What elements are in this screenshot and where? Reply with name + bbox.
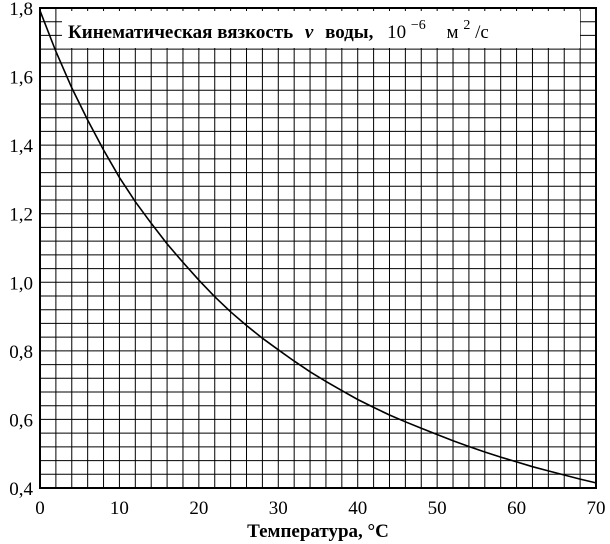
viscosity-curve: [39, 10, 597, 484]
title-after-symbol: воды,: [325, 22, 374, 43]
y-tick-label: 1,4: [9, 136, 33, 157]
x-tick-label: 10: [110, 498, 129, 519]
plot-frame: [39, 7, 597, 489]
title-symbol: ν: [305, 22, 314, 43]
y-tick-label: 0,8: [9, 342, 33, 363]
x-tick-labels: 0 10 20 30 40 50 60 70: [35, 498, 605, 519]
y-tick-labels: 0,4 0,6 0,8 1,0 1,2 1,4 1,6 1,8: [9, 0, 33, 500]
x-tick-label: 70: [587, 498, 606, 519]
viscosity-series-line: [39, 10, 597, 484]
y-tick-label: 1,0: [9, 273, 33, 294]
y-tick-label: 1,8: [9, 0, 33, 20]
x-tick-label: 20: [189, 498, 208, 519]
x-tick-label: 0: [35, 498, 45, 519]
x-tick-label: 30: [269, 498, 288, 519]
title-factor-base: 10: [387, 22, 406, 43]
title-main: Кинематическая вязкость: [68, 22, 293, 43]
title-background: [62, 11, 580, 48]
title-factor-exp: −6: [411, 18, 426, 33]
grid: [39, 7, 597, 489]
y-tick-label: 1,2: [9, 205, 33, 226]
x-tick-label: 60: [507, 498, 526, 519]
title-unit-base: м: [447, 22, 459, 43]
y-tick-label: 0,6: [9, 410, 33, 431]
title-unit-exp: 2: [463, 18, 470, 33]
chart-title: Кинематическая вязкость ν воды, 10 −6 м …: [68, 13, 489, 43]
plot-border: [39, 7, 597, 489]
x-axis-label: Температура, °С: [247, 521, 389, 542]
x-tick-label: 40: [348, 498, 367, 519]
y-tick-label: 0,4: [9, 479, 33, 500]
title-unit-tail: /с: [475, 22, 489, 43]
y-tick-label: 1,6: [9, 68, 33, 89]
x-tick-label: 50: [428, 498, 447, 519]
